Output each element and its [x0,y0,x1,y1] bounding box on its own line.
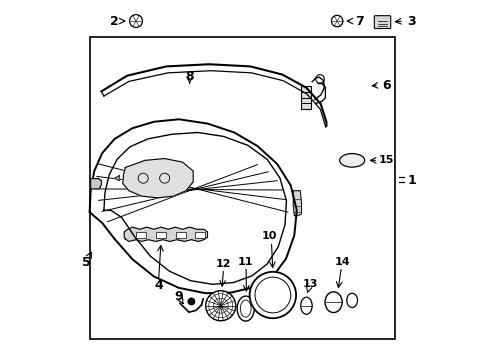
Text: 12: 12 [216,259,231,269]
Text: 11: 11 [237,257,253,267]
Text: 9: 9 [174,289,183,303]
Polygon shape [124,227,207,242]
Polygon shape [115,176,119,181]
Text: 2: 2 [110,14,118,27]
Text: 7: 7 [355,14,364,27]
Circle shape [249,272,296,318]
Text: 4: 4 [154,279,163,292]
Circle shape [331,15,343,27]
Polygon shape [91,179,101,189]
Text: 5: 5 [82,256,91,269]
Circle shape [188,298,195,305]
Text: 8: 8 [185,70,194,83]
Text: 15: 15 [378,156,394,165]
FancyBboxPatch shape [374,16,391,28]
Ellipse shape [347,293,358,307]
Bar [196,232,205,238]
Ellipse shape [325,292,342,312]
Bar [156,232,166,238]
Bar [301,86,312,109]
Text: 6: 6 [382,79,391,92]
Circle shape [130,15,143,27]
Ellipse shape [340,154,365,167]
Ellipse shape [301,297,312,314]
Text: 1: 1 [408,174,416,186]
Ellipse shape [237,296,254,321]
Circle shape [206,291,236,321]
Bar [176,232,186,238]
Bar [136,232,147,238]
Text: 3: 3 [407,14,416,27]
Text: 13: 13 [302,279,318,289]
Polygon shape [123,158,193,198]
Text: 14: 14 [334,257,350,267]
Polygon shape [293,191,301,216]
Text: 10: 10 [261,231,277,242]
Bar [90,37,395,339]
